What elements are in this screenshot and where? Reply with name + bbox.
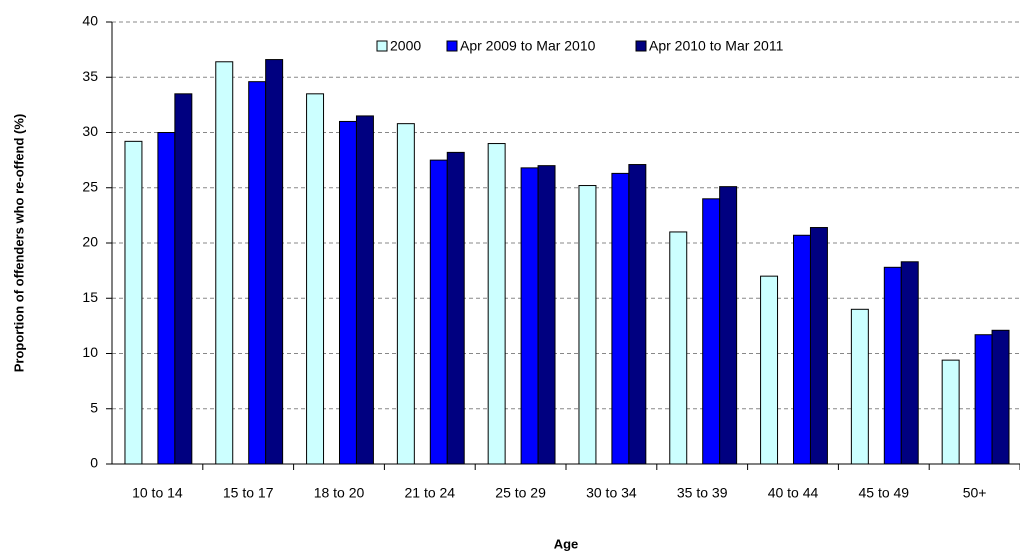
bar — [760, 275, 779, 465]
bar — [702, 198, 721, 465]
bar — [850, 308, 869, 465]
y-tick-label: 0 — [90, 455, 98, 471]
bar — [611, 172, 630, 465]
bar — [396, 123, 415, 465]
bar — [429, 159, 448, 465]
bar — [265, 59, 284, 465]
bar — [215, 61, 234, 465]
bar — [578, 185, 597, 465]
legend-swatch — [376, 40, 388, 52]
y-tick-label: 30 — [82, 123, 98, 139]
x-tick-label: 10 to 14 — [132, 485, 183, 501]
bar — [991, 329, 1010, 465]
bar — [537, 165, 556, 465]
legend-label: Apr 2009 to Mar 2010 — [460, 38, 596, 54]
bar — [338, 120, 357, 465]
x-tick-label: 15 to 17 — [223, 485, 274, 501]
bar — [124, 140, 143, 465]
x-tick-label: 35 to 39 — [677, 485, 728, 501]
y-tick-label: 5 — [90, 399, 98, 415]
legend-swatch — [635, 40, 647, 52]
bar — [792, 234, 811, 465]
bar — [446, 151, 465, 465]
bar — [974, 334, 993, 465]
y-tick-label: 15 — [82, 289, 98, 305]
y-tick-label: 10 — [82, 344, 98, 360]
bar — [900, 261, 919, 465]
y-tick-label: 40 — [82, 13, 98, 29]
x-axis-label: Age — [554, 536, 579, 551]
x-tick-label: 30 to 34 — [586, 485, 637, 501]
bar — [883, 266, 902, 465]
y-tick-label: 20 — [82, 234, 98, 250]
x-tick-label: 50+ — [963, 485, 987, 501]
x-tick-label: 21 to 24 — [404, 485, 455, 501]
bar — [520, 167, 539, 465]
bar — [306, 93, 325, 465]
bar — [157, 132, 176, 465]
bar — [355, 115, 374, 465]
x-tick-label: 45 to 49 — [858, 485, 909, 501]
bar — [809, 227, 828, 465]
bar — [669, 231, 688, 465]
bar — [628, 164, 647, 465]
y-tick-label: 25 — [82, 178, 98, 194]
bar — [248, 81, 267, 465]
legend-label: Apr 2010 to Mar 2011 — [649, 38, 784, 54]
x-tick-label: 18 to 20 — [314, 485, 365, 501]
x-tick-label: 40 to 44 — [768, 485, 819, 501]
x-tick-label: 25 to 29 — [495, 485, 546, 501]
y-tick-label: 35 — [82, 68, 98, 84]
legend-label: 2000 — [390, 38, 421, 54]
bar — [941, 359, 960, 465]
legend-swatch — [446, 40, 458, 52]
y-axis-label: Proportion of offenders who re-offend (%… — [11, 114, 26, 373]
bar — [719, 186, 738, 465]
bar — [487, 143, 506, 465]
bar — [174, 93, 193, 465]
